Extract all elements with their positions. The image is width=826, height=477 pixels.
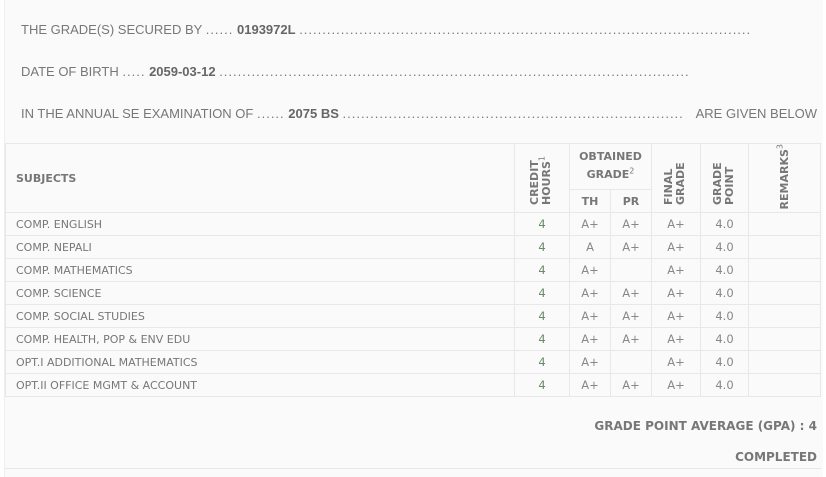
cell-credit: 4 xyxy=(514,350,570,375)
cell-pr: A+ xyxy=(610,304,652,329)
secured-by-line: THE GRADE(S) SECURED BY ...... 0193972L … xyxy=(21,22,752,37)
cell-credit: 4 xyxy=(514,235,570,260)
cell-remarks xyxy=(748,258,821,283)
cell-remarks xyxy=(748,235,821,260)
cell-credit: 4 xyxy=(514,327,570,352)
header-grade-point: GRADE POINT xyxy=(700,142,749,214)
cell-final: A+ xyxy=(651,212,701,237)
cell-th: A+ xyxy=(569,373,611,398)
grade-sheet: THE GRADE(S) SECURED BY ...... 0193972L … xyxy=(4,0,823,477)
results-section: SUBJECTS CREDIT HOURS1 OBTAINED GRADE2 F… xyxy=(5,142,821,470)
cell-gp: 4.0 xyxy=(700,350,749,375)
cell-subject: OPT.II OFFICE MGMT & ACCOUNT xyxy=(5,373,515,398)
table-row: COMP. HEALTH, POP & ENV EDU 4 A+ A+ A+ 4.0 xyxy=(5,327,821,352)
cell-gp: 4.0 xyxy=(700,235,749,260)
cell-th: A+ xyxy=(569,258,611,283)
cell-gp: 4.0 xyxy=(700,304,749,329)
header-remarks: REMARKS3 xyxy=(748,142,821,214)
cell-subject: OPT.I ADDITIONAL MATHEMATICS xyxy=(5,350,515,375)
divider xyxy=(5,468,821,470)
cell-credit: 4 xyxy=(514,258,570,283)
cell-th: A+ xyxy=(569,281,611,306)
cell-pr xyxy=(610,350,652,375)
cell-remarks xyxy=(748,350,821,375)
cell-final: A+ xyxy=(651,258,701,283)
cell-th: A+ xyxy=(569,350,611,375)
cell-remarks xyxy=(748,373,821,398)
grades-table: SUBJECTS CREDIT HOURS1 OBTAINED GRADE2 F… xyxy=(5,142,821,398)
cell-subject: COMP. SCIENCE xyxy=(5,281,515,306)
header-credit-hours: CREDIT HOURS1 xyxy=(514,142,570,214)
status-text: COMPLETED xyxy=(735,450,817,465)
table-row: COMP. ENGLISH 4 A+ A+ A+ 4.0 xyxy=(5,212,821,237)
cell-th: A+ xyxy=(569,212,611,237)
cell-remarks xyxy=(748,281,821,306)
cell-th: A xyxy=(569,235,611,260)
table-row: COMP. NEPALI 4 A A+ A+ 4.0 xyxy=(5,235,821,260)
cell-pr: A+ xyxy=(610,235,652,260)
header-subjects: SUBJECTS xyxy=(5,142,515,214)
table-row: COMP. SCIENCE 4 A+ A+ A+ 4.0 xyxy=(5,281,821,306)
cell-pr xyxy=(610,258,652,283)
dob-line: DATE OF BIRTH ..... 2059-03-12 .........… xyxy=(21,64,690,79)
cell-remarks xyxy=(748,212,821,237)
cell-final: A+ xyxy=(651,281,701,306)
header-th: TH xyxy=(569,188,611,214)
cell-gp: 4.0 xyxy=(700,281,749,306)
cell-remarks xyxy=(748,304,821,329)
table-row: COMP. SOCIAL STUDIES 4 A+ A+ A+ 4.0 xyxy=(5,304,821,329)
cell-credit: 4 xyxy=(514,304,570,329)
cell-credit: 4 xyxy=(514,212,570,237)
cell-gp: 4.0 xyxy=(700,373,749,398)
gpa-summary: GRADE POINT AVERAGE (GPA) : 4 xyxy=(594,419,817,434)
cell-pr: A+ xyxy=(610,212,652,237)
cell-th: A+ xyxy=(569,327,611,352)
cell-credit: 4 xyxy=(514,373,570,398)
cell-remarks xyxy=(748,327,821,352)
cell-final: A+ xyxy=(651,350,701,375)
table-row: OPT.II OFFICE MGMT & ACCOUNT 4 A+ A+ A+ 4.0 xyxy=(5,373,821,398)
cell-pr: A+ xyxy=(610,373,652,398)
cell-gp: 4.0 xyxy=(700,327,749,352)
table-row: OPT.I ADDITIONAL MATHEMATICS 4 A+ A+ 4.0 xyxy=(5,350,821,375)
cell-final: A+ xyxy=(651,373,701,398)
cell-credit: 4 xyxy=(514,281,570,306)
cell-final: A+ xyxy=(651,235,701,260)
cell-subject: COMP. MATHEMATICS xyxy=(5,258,515,283)
cell-th: A+ xyxy=(569,304,611,329)
table-row: COMP. MATHEMATICS 4 A+ A+ 4.0 xyxy=(5,258,821,283)
header-obtained-grade: OBTAINED GRADE2 xyxy=(569,143,652,190)
cell-final: A+ xyxy=(651,327,701,352)
header-pr: PR xyxy=(610,188,652,214)
cell-subject: COMP. SOCIAL STUDIES xyxy=(5,304,515,329)
cell-gp: 4.0 xyxy=(700,212,749,237)
header-final-grade: FINAL GRADE xyxy=(651,142,701,214)
cell-subject: COMP. NEPALI xyxy=(5,235,515,260)
cell-pr: A+ xyxy=(610,281,652,306)
exam-line: IN THE ANNUAL SE EXAMINATION OF ...... 2… xyxy=(21,106,817,121)
cell-subject: COMP. ENGLISH xyxy=(5,212,515,237)
cell-gp: 4.0 xyxy=(700,258,749,283)
cell-final: A+ xyxy=(651,304,701,329)
cell-pr: A+ xyxy=(610,327,652,352)
cell-subject: COMP. HEALTH, POP & ENV EDU xyxy=(5,327,515,352)
